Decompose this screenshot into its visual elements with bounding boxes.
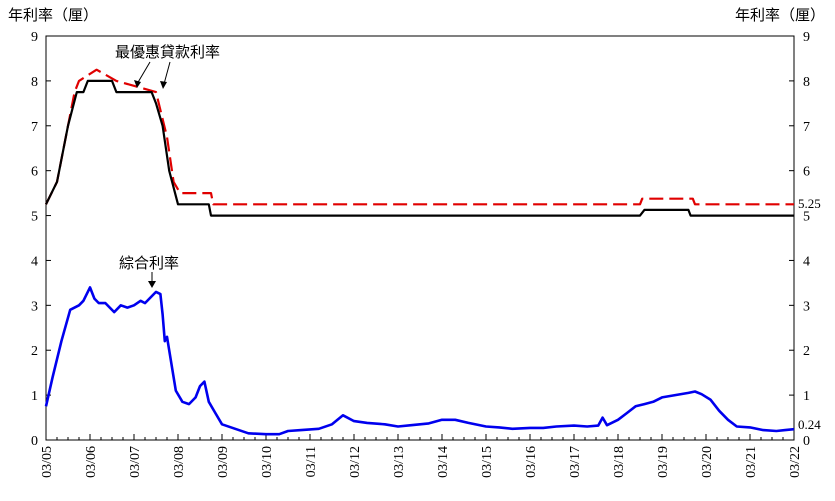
x-tick-label: 03/21 xyxy=(744,446,759,478)
y-tick-label-right: 3 xyxy=(803,299,810,314)
y-tick-label-right: 8 xyxy=(803,75,810,90)
x-tick-label: 03/18 xyxy=(612,446,627,478)
series-line-composite xyxy=(44,286,795,436)
plot-frame xyxy=(45,35,795,441)
y-tick-label-left: 7 xyxy=(31,120,38,135)
y-tick-label-left: 9 xyxy=(31,30,38,45)
x-tick-label: 03/19 xyxy=(656,446,671,478)
y-tick-label-right: 6 xyxy=(803,165,810,180)
annotation-prime-rate: 最優惠貸款利率 xyxy=(115,43,220,61)
y-tick-label-right: 9 xyxy=(803,30,810,45)
x-tick-label: 03/20 xyxy=(700,446,715,478)
y-tick-label-left: 5 xyxy=(31,210,38,225)
y-tick-label-right: 0 xyxy=(803,434,810,449)
y-tick-label-right: 7 xyxy=(803,120,810,135)
y-axis-left: 0 1 2 3 4 5 6 7 8 9 xyxy=(31,30,51,449)
x-tick-label: 03/12 xyxy=(348,446,363,478)
annotation-composite-arrowhead xyxy=(148,281,156,288)
x-tick-label: 03/07 xyxy=(128,446,143,478)
y-tick-label-left: 2 xyxy=(31,344,38,359)
series-line-prime_high xyxy=(45,68,794,206)
x-tick-label: 03/15 xyxy=(480,446,495,478)
annotation-prime-arrowhead-2 xyxy=(160,81,167,89)
x-tick-label: 03/16 xyxy=(524,446,539,478)
y-tick-label-left: 1 xyxy=(31,389,38,404)
x-tick-label: 03/10 xyxy=(260,446,275,478)
x-tick-label: 03/17 xyxy=(568,446,583,478)
x-tick-label: 03/22 xyxy=(788,446,803,478)
x-tick-label: 03/05 xyxy=(40,446,55,478)
annotation-prime-arrow-2 xyxy=(163,61,171,85)
y-tick-label-left: 6 xyxy=(31,165,38,180)
x-tick-label: 03/06 xyxy=(84,446,99,478)
y-tick-label-right: 2 xyxy=(803,344,810,359)
y-axis-label-left: 年利率（厘） xyxy=(8,6,98,24)
y-tick-label-left: 4 xyxy=(31,254,38,269)
series-line-prime_low xyxy=(45,79,794,217)
x-tick-label: 03/09 xyxy=(216,446,231,478)
y-tick-label-right: 1 xyxy=(803,389,810,404)
end-label-composite: 0.24 xyxy=(798,417,821,432)
x-axis: 03/05 03/06 03/07 03/08 03/09 03/10 03/11 03/12… xyxy=(40,434,803,478)
x-tick-label: 03/14 xyxy=(436,446,451,478)
y-tick-label-left: 3 xyxy=(31,299,38,314)
plot-border xyxy=(45,35,795,441)
y-tick-label-left: 8 xyxy=(31,75,38,90)
y-tick-label-right: 5 xyxy=(803,210,810,225)
x-tick-label: 03/08 xyxy=(172,446,187,478)
x-tick-label: 03/13 xyxy=(392,446,407,478)
x-tick-label: 03/11 xyxy=(304,446,319,477)
series-layer xyxy=(44,68,795,436)
annotation-composite-rate: 綜合利率 xyxy=(119,254,179,272)
y-axis-label-right: 年利率（厘） xyxy=(735,6,825,24)
annotation-prime-arrow-1 xyxy=(136,61,151,85)
end-label-prime: 5.25 xyxy=(798,196,821,211)
y-tick-label-right: 4 xyxy=(803,254,810,269)
annotation-prime-arrowhead-1 xyxy=(134,80,141,88)
y-tick-label-left: 0 xyxy=(31,434,38,449)
y-axis-right: 0 1 2 3 4 5 6 7 8 9 xyxy=(789,30,810,449)
